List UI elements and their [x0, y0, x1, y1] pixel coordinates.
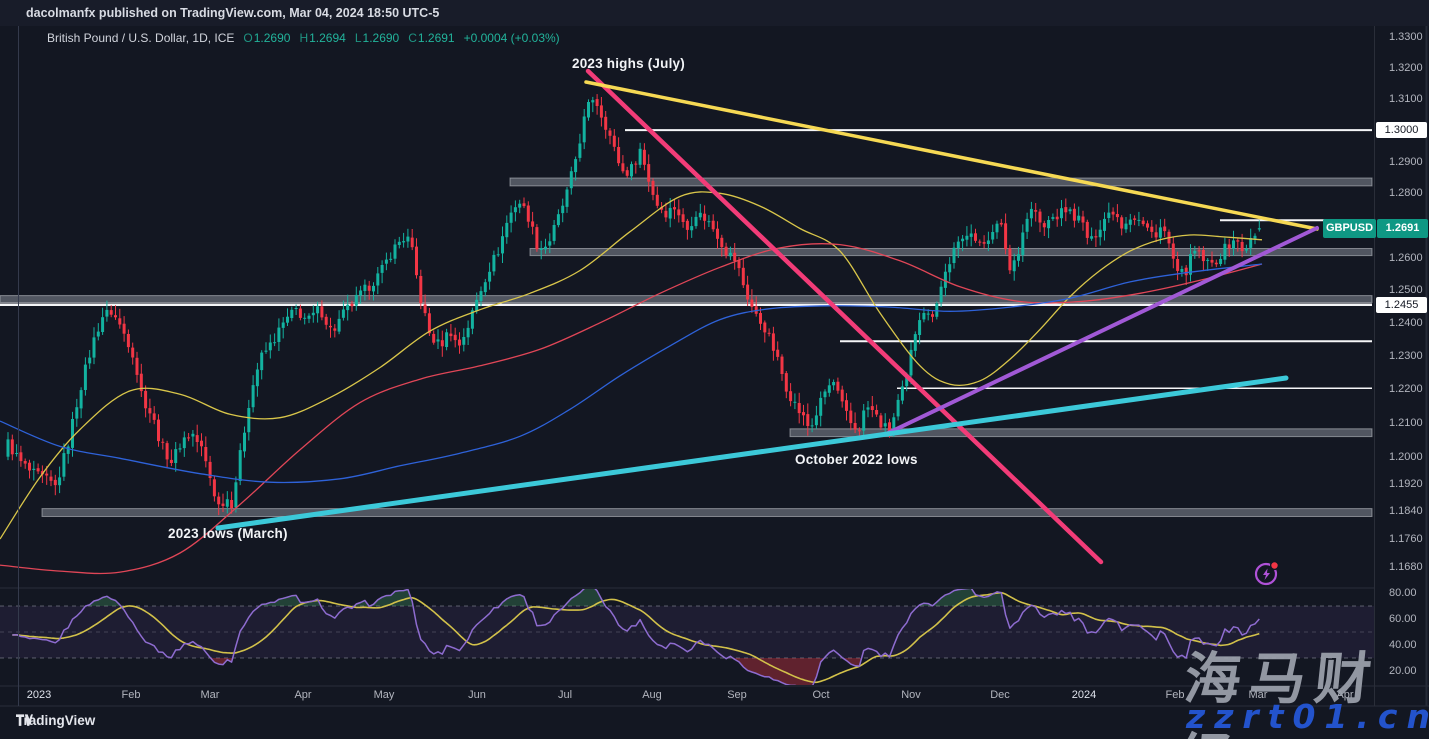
- tradingview-logo[interactable]: TradingView: [16, 713, 95, 728]
- tradingview-logo-text: TradingView: [16, 713, 96, 728]
- rsi-ma-line[interactable]: [12, 591, 1260, 684]
- price-tick: 1.1840: [1389, 505, 1423, 517]
- symbol-legend: British Pound / U.S. Dollar, 1D, ICE O1.…: [47, 30, 560, 46]
- rsi-tick: 20.00: [1389, 665, 1417, 677]
- price-tick: 1.1760: [1389, 533, 1423, 545]
- time-tick-month: Feb: [121, 689, 141, 701]
- price-tick: 1.1680: [1389, 561, 1423, 573]
- time-tick-month: Mar: [1248, 689, 1268, 701]
- support-resistance-band[interactable]: [0, 295, 1373, 304]
- main-pane[interactable]: [0, 68, 1373, 575]
- sma-slow-blue[interactable]: [0, 263, 1263, 484]
- support-resistance-band[interactable]: [789, 428, 1373, 438]
- time-tick-month: Dec: [990, 689, 1010, 701]
- flash-reaction-icon[interactable]: [1252, 559, 1282, 589]
- price-tick: 1.2900: [1389, 156, 1423, 168]
- time-tick-month: Apr: [294, 689, 312, 701]
- price-tick: 1.3200: [1389, 62, 1423, 74]
- time-tick-month: Mar: [200, 689, 220, 701]
- publish-info-bar: dacolmanfx published on TradingView.com,…: [0, 0, 1429, 26]
- rsi-overbought-fill: [369, 589, 413, 606]
- rsi-tick: 60.00: [1389, 613, 1417, 625]
- ohlc-close: C1.2691: [408, 31, 455, 45]
- sma-fast-yellow[interactable]: [0, 191, 1263, 540]
- time-tick-month: Sep: [727, 689, 747, 701]
- time-tick-month: Nov: [901, 689, 921, 701]
- publish-info-text: dacolmanfx published on TradingView.com,…: [26, 6, 440, 20]
- price-tick: 1.3100: [1389, 93, 1423, 105]
- candlestick-series[interactable]: [6, 94, 1261, 516]
- time-tick-year: 2023: [26, 689, 52, 701]
- ohlc-open: O1.2690: [243, 31, 291, 45]
- time-tick-year: 2024: [1071, 689, 1097, 701]
- uptrend-purple[interactable]: [884, 226, 1319, 436]
- current-price-label: 1.2691: [1377, 219, 1428, 238]
- ohlc-low: L1.2690: [354, 31, 400, 45]
- support-resistance-band[interactable]: [529, 248, 1373, 257]
- price-tick: 1.1920: [1389, 478, 1423, 490]
- price-tick: 1.2300: [1389, 350, 1423, 362]
- symbol-title: British Pound / U.S. Dollar, 1D, ICE: [47, 31, 235, 45]
- rsi-line[interactable]: [12, 586, 1260, 687]
- symbol-price-tag: GBPUSD: [1323, 219, 1376, 238]
- price-tick: 1.3300: [1389, 31, 1423, 43]
- time-tick-month: Jul: [557, 689, 573, 701]
- rsi-oversold-fill: [732, 658, 825, 685]
- rsi-tick: 40.00: [1389, 639, 1417, 651]
- price-tick: 1.2000: [1389, 451, 1423, 463]
- rsi-overbought-fill: [499, 594, 528, 606]
- price-tick: 1.2600: [1389, 252, 1423, 264]
- time-tick-month: May: [373, 689, 395, 701]
- price-tick: 1.2500: [1389, 284, 1423, 296]
- long-uptrend-cyan[interactable]: [215, 375, 1289, 531]
- rsi-overbought-fill: [564, 589, 606, 606]
- ohlc-high: H1.2694: [299, 31, 346, 45]
- downtrend-yellow[interactable]: [584, 80, 1319, 231]
- level-price-label: 1.2455: [1376, 297, 1427, 313]
- rsi-overbought-fill: [85, 596, 121, 606]
- price-tick: 1.2100: [1389, 417, 1423, 429]
- time-tick-month: Oct: [812, 689, 830, 701]
- time-tick-month: Apr: [1336, 689, 1354, 701]
- rsi-band-fill: [0, 606, 1374, 658]
- time-tick-month: Aug: [642, 689, 662, 701]
- time-tick-month: Jun: [468, 689, 486, 701]
- support-resistance-band[interactable]: [509, 177, 1373, 187]
- price-tick: 1.2800: [1389, 187, 1423, 199]
- time-tick-month: Feb: [1165, 689, 1185, 701]
- lightning-bolt-icon: [1263, 568, 1270, 580]
- notification-dot: [1271, 562, 1278, 569]
- rsi-oversold-fill: [842, 658, 862, 667]
- rsi-pane[interactable]: [0, 586, 1374, 687]
- flash-circle: [1254, 562, 1278, 586]
- rsi-tick: 80.00: [1389, 587, 1417, 599]
- level-price-label: 1.3000: [1376, 122, 1427, 138]
- daily-change: +0.0004 (+0.03%): [463, 31, 560, 45]
- price-tick: 1.2200: [1389, 383, 1423, 395]
- support-resistance-band[interactable]: [41, 508, 1373, 518]
- price-tick: 1.2400: [1389, 317, 1423, 329]
- steep-downtrend-pink[interactable]: [585, 68, 1104, 565]
- rsi-overbought-fill: [918, 589, 1004, 606]
- tradingview-mark-icon: [16, 714, 33, 726]
